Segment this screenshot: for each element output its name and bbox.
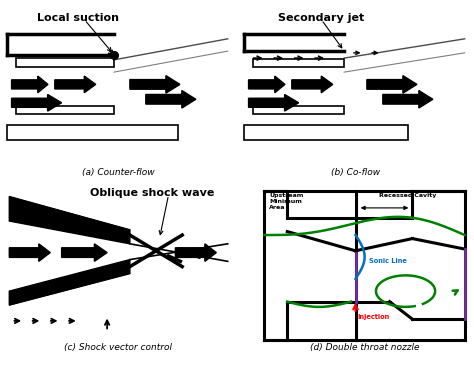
FancyArrow shape [367, 76, 417, 93]
FancyArrow shape [62, 244, 107, 261]
Bar [253, 59, 344, 67]
Text: Upstream
Minimum
Area: Upstream Minimum Area [269, 193, 303, 210]
FancyArrow shape [292, 76, 333, 93]
Text: Secondary jet: Secondary jet [278, 12, 365, 23]
FancyArrow shape [175, 244, 216, 261]
Text: (d) Double throat nozzle: (d) Double throat nozzle [310, 343, 419, 353]
Polygon shape [9, 196, 130, 244]
FancyArrow shape [130, 76, 180, 93]
Text: Local suction: Local suction [36, 12, 118, 23]
FancyArrow shape [383, 91, 433, 108]
Bar [16, 58, 114, 67]
FancyArrow shape [248, 95, 299, 111]
FancyArrow shape [248, 76, 285, 93]
Bar [244, 125, 408, 141]
Text: Sonic Line: Sonic Line [369, 258, 407, 264]
Text: Injection: Injection [358, 314, 390, 320]
Polygon shape [9, 260, 130, 305]
Text: (b) Co-flow: (b) Co-flow [331, 168, 380, 177]
Text: (a) Counter-flow: (a) Counter-flow [82, 168, 155, 177]
FancyArrow shape [55, 76, 96, 93]
Bar [253, 106, 344, 114]
FancyArrow shape [146, 91, 196, 108]
Text: (c) Shock vector control: (c) Shock vector control [64, 343, 173, 353]
FancyArrow shape [11, 95, 62, 111]
Text: Oblique shock wave: Oblique shock wave [91, 188, 215, 198]
Bar [7, 125, 178, 141]
Bar [16, 106, 114, 114]
Text: Recessed Cavity: Recessed Cavity [379, 193, 437, 198]
FancyArrow shape [11, 76, 48, 93]
FancyArrow shape [9, 244, 50, 261]
